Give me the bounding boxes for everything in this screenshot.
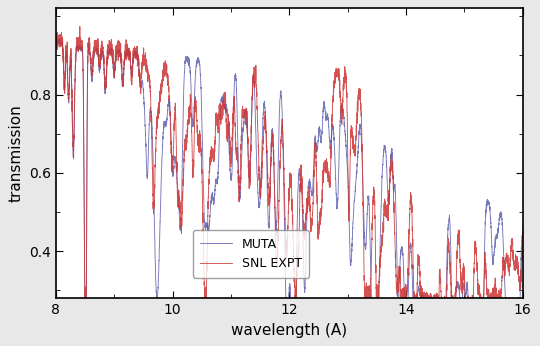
SNL EXPT xyxy=(202,296,208,300)
SNL EXPT xyxy=(356,94,363,98)
Y-axis label: transmission: transmission xyxy=(8,104,23,202)
SNL EXPT xyxy=(401,296,408,300)
SNL EXPT xyxy=(52,46,59,50)
SNL EXPT xyxy=(138,87,144,91)
MUTA xyxy=(138,86,144,90)
MUTA xyxy=(52,39,59,43)
MUTA xyxy=(401,296,408,300)
MUTA xyxy=(333,188,339,192)
SNL EXPT xyxy=(77,24,83,28)
Line: SNL EXPT: SNL EXPT xyxy=(56,26,523,298)
MUTA xyxy=(519,233,526,237)
MUTA xyxy=(356,127,363,131)
X-axis label: wavelength (A): wavelength (A) xyxy=(231,323,347,338)
SNL EXPT xyxy=(437,267,443,271)
SNL EXPT xyxy=(231,103,238,107)
Line: MUTA: MUTA xyxy=(56,39,523,298)
Legend: MUTA, SNL EXPT: MUTA, SNL EXPT xyxy=(193,230,309,277)
MUTA xyxy=(58,37,64,41)
SNL EXPT xyxy=(333,67,339,72)
SNL EXPT xyxy=(519,224,526,228)
MUTA xyxy=(437,296,443,300)
MUTA xyxy=(231,82,238,86)
MUTA xyxy=(82,296,88,300)
